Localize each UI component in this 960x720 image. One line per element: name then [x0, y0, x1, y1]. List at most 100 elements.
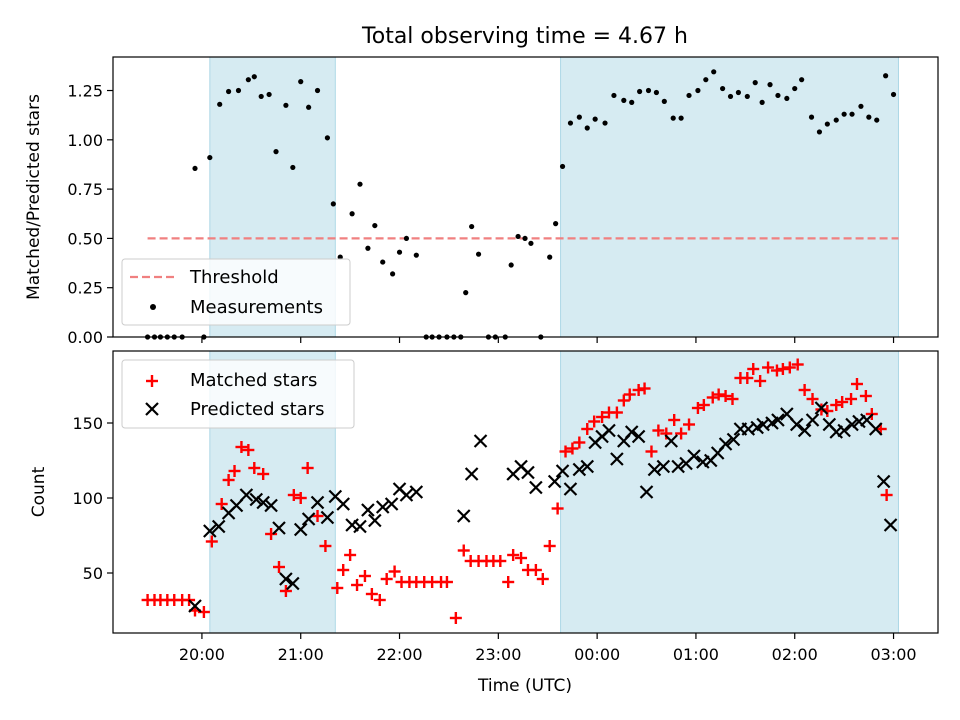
matched-star-point [205, 535, 218, 548]
measurement-point [858, 103, 864, 109]
measurement-point [767, 82, 773, 88]
matched-star-point [645, 445, 658, 458]
predicted-star-point [631, 429, 646, 444]
measurements-legend-label: Measurements [190, 297, 323, 318]
matched-star-point [566, 442, 579, 455]
count-legend-box [121, 359, 355, 429]
predicted-star-point [718, 437, 733, 451]
predicted-star-point [876, 474, 891, 489]
measurement-point [324, 135, 331, 141]
ratio-panel: 0.00 0.25 0.50 0.75 1.00 1.25 Matched/Predict… [24, 56, 939, 347]
predicted-star-point [639, 485, 654, 499]
matched-star-point [242, 444, 255, 456]
ratio-shaded-interval [560, 56, 899, 338]
measurement-point [266, 91, 272, 98]
matched-star-point [610, 406, 623, 419]
predicted-star-point [726, 432, 741, 447]
matched-star-point [859, 390, 872, 402]
x-axis-label: Time (UTC) [477, 676, 572, 696]
predicted-star-point [624, 425, 639, 439]
measurement-point [547, 254, 553, 260]
measurement-point [816, 129, 823, 135]
measurement-point [611, 92, 617, 99]
predicted-star-point [845, 417, 859, 432]
measurement-point [403, 235, 410, 242]
predicted-star-point [368, 513, 382, 528]
predicted-star-point [456, 509, 471, 523]
matched-star-point [351, 579, 364, 591]
matched-star-point [880, 489, 893, 501]
matched-star-point [440, 576, 453, 588]
matched-star-point [222, 474, 235, 486]
measurement-point [258, 93, 264, 100]
predicted-star-point [780, 407, 794, 421]
matched-star-point [248, 462, 261, 474]
measurement-point [380, 259, 386, 265]
measurement-point [508, 262, 514, 268]
matched-star-point [762, 361, 775, 374]
ratio-legend-box [121, 258, 351, 326]
measurement-point [522, 235, 528, 242]
predicted-star-point [529, 480, 543, 495]
measurement-point [283, 102, 289, 108]
measurement-point [372, 222, 378, 229]
predicted-star-point [656, 459, 671, 474]
x-tick-label: 22:00 [376, 645, 422, 664]
measurement-point [711, 69, 717, 75]
measurement-point [686, 92, 692, 99]
predicted-star-point [361, 503, 375, 517]
measurement-point [841, 111, 847, 117]
matched-star-point [287, 489, 300, 501]
predicted-star-point [771, 413, 785, 427]
predicted-star-point [814, 401, 829, 415]
matched-star-point [747, 363, 760, 375]
predicted-star-point [797, 423, 812, 438]
x-tick-label: 03:00 [870, 645, 916, 664]
measurement-point [306, 104, 312, 110]
predicted-star-point [671, 459, 685, 474]
count-y-tick-label: 50 [83, 564, 103, 583]
measurement-point [365, 245, 371, 251]
measurement-point [592, 116, 598, 122]
predicted-star-point [249, 492, 264, 507]
measurement-point [833, 117, 839, 123]
measurement-point [330, 201, 336, 207]
matched-star-point [573, 436, 586, 449]
measurement-point [637, 88, 643, 95]
predicted-star-point [610, 452, 624, 466]
count-panel: 50 100 150 20:00 21:00 22:00 23:00 00:00 01:00 02… [29, 350, 939, 696]
predicted-star-point [399, 488, 414, 502]
measurement-point [621, 97, 627, 103]
measurement-point [396, 249, 403, 255]
ratio-y-tick-label: 0.25 [67, 279, 103, 298]
matched-star-point [279, 585, 292, 597]
matched-star-point [675, 427, 688, 440]
matched-star-point [683, 418, 696, 431]
predicted-star-point [384, 497, 399, 511]
matched-star-point [311, 510, 324, 522]
matched-star-point [272, 561, 285, 573]
matched-star-point [543, 540, 556, 552]
predicted-star-point [602, 423, 616, 438]
count-y-axis-label: Count [29, 466, 49, 517]
measurement-point [678, 115, 684, 121]
ratio-y-axis-label: Matched/Predicted stars [24, 94, 44, 300]
measurement-point [759, 99, 765, 105]
measurement-point [515, 233, 521, 240]
measurement-point [808, 114, 815, 120]
measurement-point [314, 87, 321, 94]
predicted-star-point [837, 423, 851, 438]
matched-star-point [235, 441, 248, 453]
measurement-point [645, 87, 652, 94]
predicted-star-point [211, 519, 226, 534]
measurement-point [752, 80, 758, 86]
matched-star-point [551, 502, 564, 515]
measurement-point [629, 99, 635, 105]
measurement-point [824, 121, 830, 127]
matched-star-point [507, 549, 520, 561]
measurement-point [567, 120, 574, 126]
predicted-star-point [473, 434, 488, 448]
measurement-point [245, 77, 251, 83]
matched-legend-swatch [146, 375, 158, 387]
